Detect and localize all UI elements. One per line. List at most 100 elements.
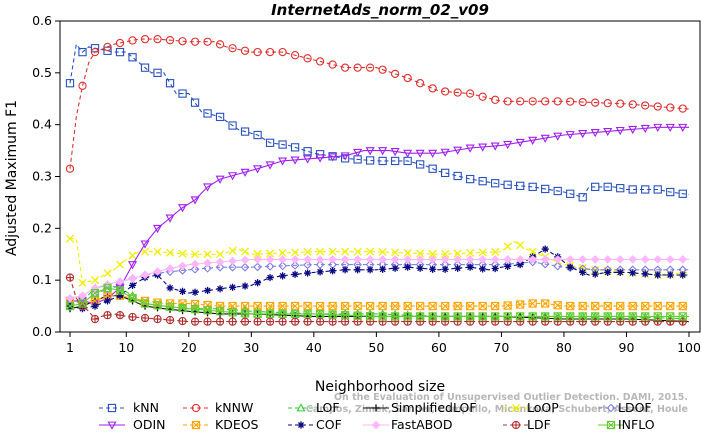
point-knn-19 <box>178 89 187 98</box>
point-kdeos-85 <box>591 301 600 311</box>
point-odin-33 <box>265 161 275 170</box>
point-knn-15 <box>153 68 162 77</box>
point-odin-59 <box>428 149 438 158</box>
point-fastabod-71 <box>503 255 512 264</box>
x-tick-label-1: 10 <box>118 340 134 355</box>
point-ldf-25 <box>215 317 225 326</box>
point-kdeos-59 <box>428 301 437 311</box>
legend-label-knnw: kNNW <box>215 400 253 415</box>
point-kdeos-99 <box>678 301 687 311</box>
series-line-odin <box>70 126 689 305</box>
point-kdeos-77 <box>541 299 550 308</box>
point-cof-59 <box>429 265 437 273</box>
point-knnw-95 <box>653 102 662 111</box>
point-inflo-57 <box>415 312 425 321</box>
point-kdeos-87 <box>603 301 612 311</box>
point-knnw-67 <box>478 92 487 101</box>
point-odin-25 <box>215 175 225 184</box>
point-fastabod-59 <box>428 255 437 264</box>
point-kdeos-63 <box>453 301 462 311</box>
point-knnw-51 <box>378 65 387 74</box>
point-loop-37 <box>291 248 300 257</box>
point-knn-87 <box>603 182 612 192</box>
y-tick-label-4: 0.4 <box>32 117 52 132</box>
point-ldf-15 <box>153 314 162 324</box>
point-fastabod-23 <box>203 258 212 268</box>
point-odin-15 <box>153 224 163 234</box>
point-knnw-91 <box>628 100 637 109</box>
y-tick-label-2: 0.2 <box>32 220 52 235</box>
y-tick-label-6: 0.6 <box>32 13 52 28</box>
point-knnw-73 <box>516 97 525 106</box>
legend-label-lof: LOF <box>316 400 340 415</box>
point-knnw-57 <box>415 79 425 88</box>
point-inflo-59 <box>428 312 437 321</box>
point-inflo-89 <box>616 312 625 321</box>
point-ldf-9 <box>115 311 125 320</box>
point-knn-9 <box>115 47 125 57</box>
point-inflo-69 <box>491 312 500 321</box>
point-odin-13 <box>140 240 150 249</box>
chart-title: InternetAds_norm_02_v09 <box>271 1 489 19</box>
point-loop-3 <box>78 278 87 287</box>
point-inflo-49 <box>365 312 375 321</box>
point-knnw-9 <box>115 38 125 48</box>
point-knn-1 <box>65 79 75 88</box>
point-inflo-19 <box>178 303 187 313</box>
point-inflo-29 <box>240 309 250 318</box>
point-knnw-89 <box>616 99 625 108</box>
point-cof-93 <box>641 270 649 278</box>
point-ldof-25 <box>215 262 225 272</box>
x-axis-label: Neighborhood size <box>315 379 445 395</box>
point-knn-31 <box>253 130 262 140</box>
point-cof-69 <box>491 264 499 273</box>
legend-marker-lof <box>296 403 306 412</box>
point-cof-45 <box>341 266 349 274</box>
point-cof-17 <box>166 284 174 292</box>
point-loop-5 <box>90 276 100 285</box>
point-loop-51 <box>378 247 387 256</box>
x-tick-label-4: 40 <box>306 340 322 355</box>
point-inflo-1 <box>65 301 75 311</box>
x-tick-label-3: 30 <box>243 340 259 355</box>
point-knn-75 <box>528 182 537 192</box>
point-inflo-73 <box>516 312 525 321</box>
axis-ticks: 1 10 20 30 40 50 60 70 80 90 100 0.0 0.1 0.2 0.3 0.4 0.5… <box>32 13 701 355</box>
point-loop-11 <box>128 251 137 260</box>
point-knnw-43 <box>328 60 337 69</box>
point-knnw-45 <box>340 63 350 72</box>
point-inflo-51 <box>378 312 387 321</box>
point-fastabod-65 <box>465 255 475 264</box>
point-odin-75 <box>528 136 538 145</box>
point-knnw-11 <box>128 36 137 45</box>
legend-marker-knnw <box>191 403 201 413</box>
point-cof-7 <box>103 297 112 305</box>
point-loop-69 <box>491 247 500 256</box>
point-knnw-19 <box>178 37 187 46</box>
series-line-knnw <box>69 38 690 169</box>
series-inflo <box>65 283 689 321</box>
point-cof-5 <box>91 302 99 310</box>
watermark-line-2: On the Evaluation of Unsupervised Outlie… <box>334 392 688 403</box>
point-loop-47 <box>353 247 362 256</box>
point-fastabod-43 <box>328 255 337 264</box>
point-knnw-61 <box>441 87 450 96</box>
legend-marker-fastabod <box>371 420 381 430</box>
point-knn-67 <box>478 177 487 186</box>
legend-marker-knn <box>107 403 117 413</box>
point-cof-23 <box>203 286 212 295</box>
x-tick-label-10: 100 <box>677 340 701 355</box>
point-kdeos-73 <box>516 300 525 309</box>
point-cof-61 <box>441 265 449 273</box>
point-fastabod-83 <box>578 255 588 264</box>
point-ldf-35 <box>278 317 287 326</box>
point-knn-59 <box>428 164 437 173</box>
point-odin-39 <box>303 155 313 164</box>
point-fastabod-67 <box>478 255 487 264</box>
point-knnw-75 <box>528 97 537 106</box>
point-fastabod-11 <box>128 274 137 283</box>
point-inflo-95 <box>653 312 662 321</box>
series-line-cof <box>69 248 689 310</box>
legend-label-odin: ODIN <box>133 417 166 432</box>
point-knn-91 <box>628 185 637 194</box>
